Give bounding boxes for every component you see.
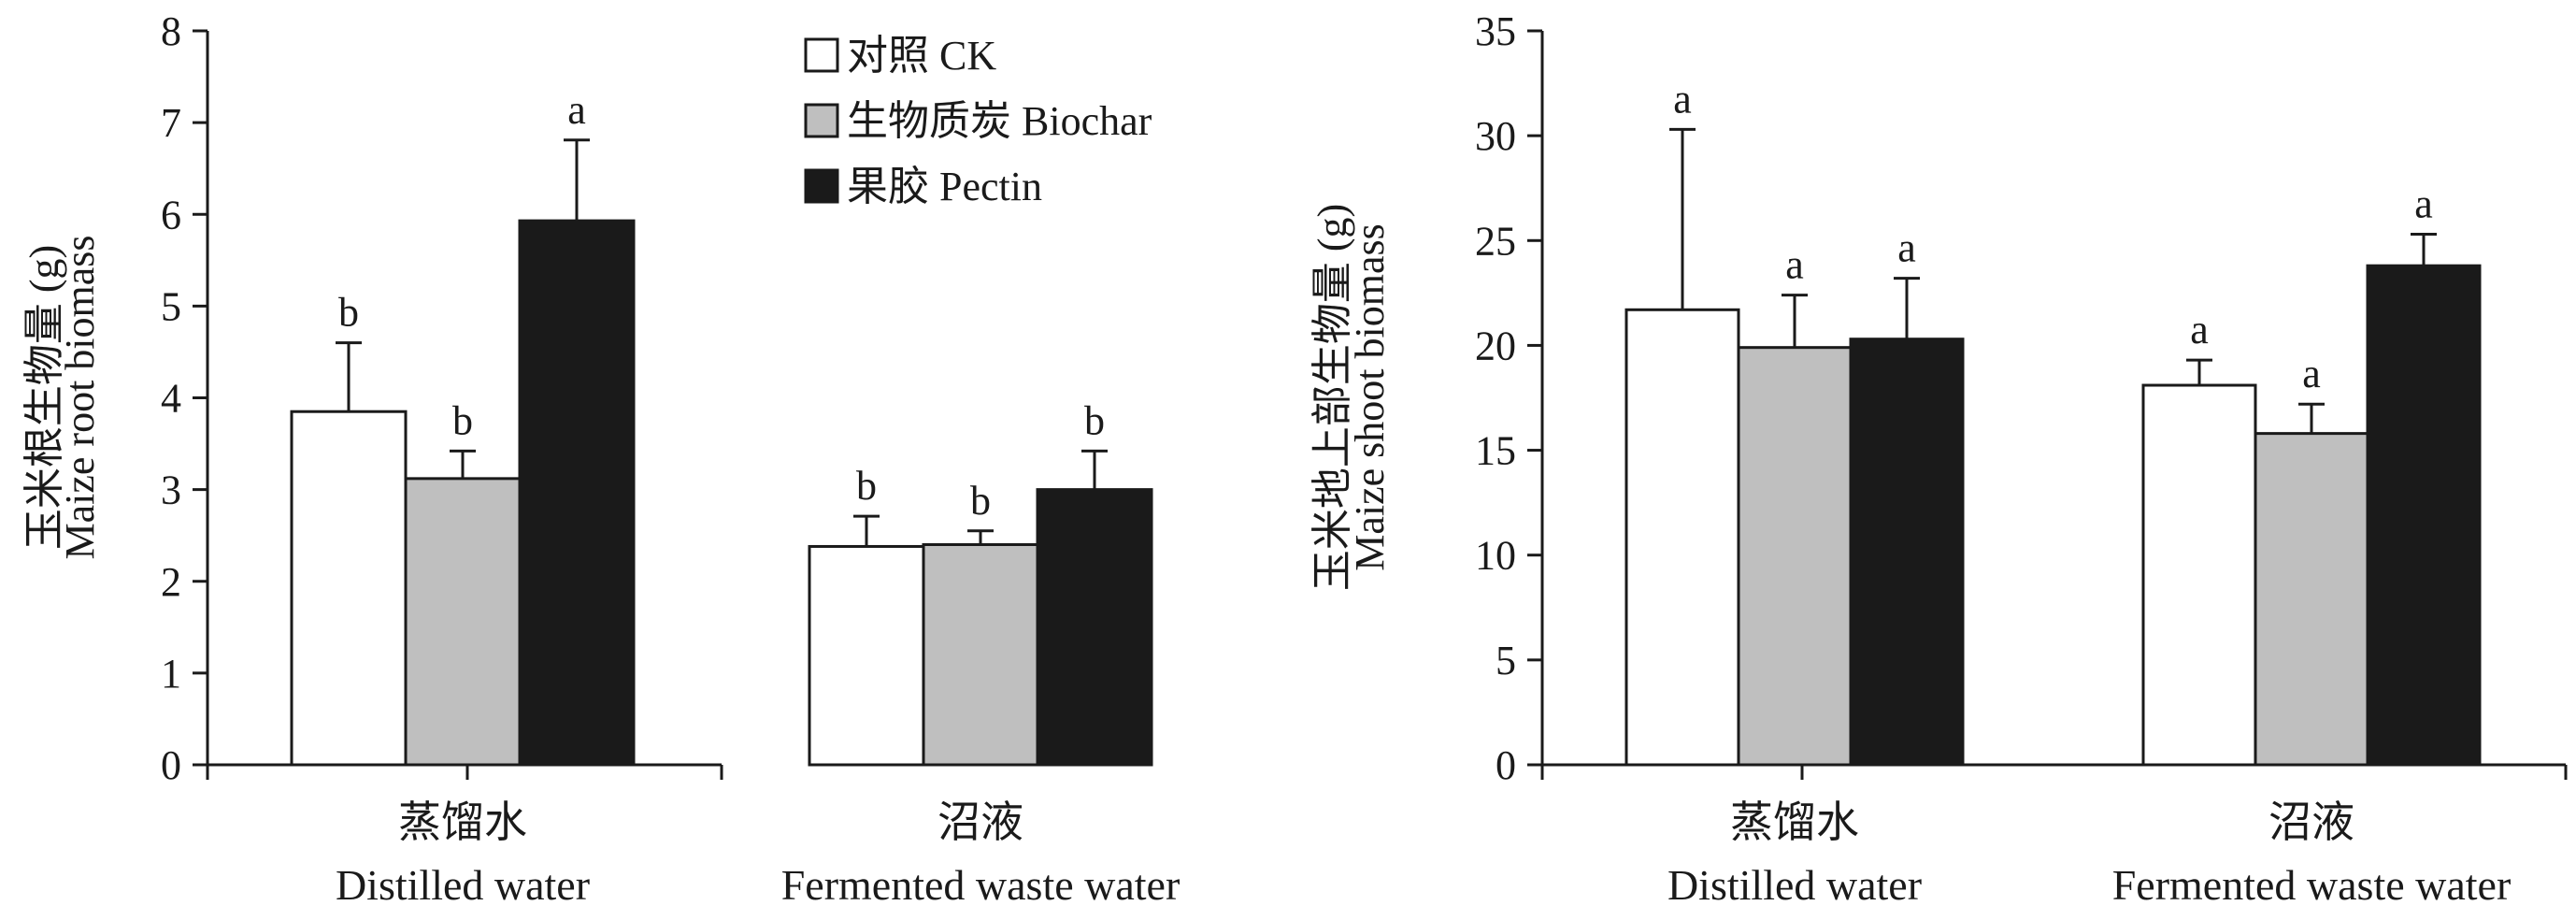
significance-letter: b — [1084, 397, 1105, 443]
y-tick-label: 10 — [1475, 533, 1516, 579]
significance-letter: a — [1785, 242, 1804, 288]
x-category-label-cn: 沼液 — [2268, 798, 2354, 846]
bar-ck — [2141, 383, 2257, 767]
x-category-label-cn: 蒸馏水 — [1730, 798, 1859, 846]
y-axis-title-cn: 玉米根生物量 (g) — [21, 245, 67, 550]
bar-biochar — [2254, 432, 2369, 767]
y-tick-label: 0 — [161, 742, 181, 788]
legend-swatch-biochar — [804, 103, 839, 138]
y-tick-label: 6 — [161, 192, 181, 237]
significance-letter: a — [2190, 307, 2209, 352]
bar-ck — [290, 410, 408, 767]
x-category-label-cn: 蒸馏水 — [398, 798, 527, 846]
significance-letter: a — [567, 87, 586, 133]
y-axis-title-cn: 玉米地上部生物量 (g) — [1309, 204, 1355, 591]
y-tick-label: 25 — [1475, 218, 1516, 264]
legend-swatch-pectin — [804, 168, 839, 204]
significance-letter: a — [2414, 181, 2433, 227]
bar-pectin — [1849, 338, 1965, 767]
y-tick-label: 30 — [1475, 113, 1516, 159]
legend-label: 对照 CK — [847, 33, 996, 79]
x-category-label-en: Fermented waste water — [781, 861, 1181, 909]
significance-letter: a — [1673, 76, 1692, 122]
root-biomass-panel: 0 1 2 3 4 5 6 7 8 b b a 蒸馏水 Distilled water b b b 沼液 Ferme… — [21, 8, 1180, 909]
significance-letter: b — [856, 463, 877, 509]
y-axis-title-en: Maize root biomass — [57, 235, 103, 559]
y-tick-label: 2 — [161, 559, 181, 605]
bar-pectin — [2366, 264, 2482, 767]
significance-letter: b — [452, 397, 473, 443]
bar-biochar — [404, 477, 522, 767]
bar-biochar — [1737, 346, 1853, 767]
bar-biochar — [922, 543, 1039, 767]
bar-ck — [808, 544, 925, 767]
y-tick-label: 1 — [161, 651, 181, 697]
x-category-label-en: Distilled water — [1667, 861, 1922, 909]
y-tick-label: 5 — [161, 283, 181, 329]
bar-pectin — [1036, 488, 1153, 767]
legend-label: 生物质炭 Biochar — [847, 98, 1152, 144]
x-category-label-en: Distilled water — [336, 861, 590, 909]
legend: 对照 CK 生物质炭 Biochar 果胶 Pectin — [804, 33, 1152, 209]
legend-label: 果胶 Pectin — [847, 164, 1042, 209]
y-tick-label: 20 — [1475, 323, 1516, 368]
y-tick-label: 4 — [161, 376, 181, 422]
significance-letter: a — [2302, 351, 2321, 396]
y-tick-label: 7 — [161, 100, 181, 146]
y-tick-label: 3 — [161, 467, 181, 513]
y-tick-label: 5 — [1496, 638, 1516, 683]
y-tick-label: 8 — [161, 8, 181, 54]
significance-letter: b — [970, 478, 991, 524]
significance-letter: b — [338, 290, 359, 336]
bar-ck — [1624, 308, 1740, 767]
shoot-biomass-panel: 0 5 10 15 20 25 30 35 a a a 蒸馏水 Distilled water a a a 沼液… — [1309, 8, 2568, 909]
legend-swatch-ck — [804, 37, 839, 73]
y-axis-title-en: Maize shoot biomass — [1347, 223, 1393, 571]
y-tick-label: 35 — [1475, 8, 1516, 54]
y-tick-label: 0 — [1496, 742, 1516, 788]
y-tick-label: 15 — [1475, 428, 1516, 474]
bar-pectin — [518, 219, 636, 767]
x-category-label-cn: 沼液 — [937, 798, 1023, 846]
x-category-label-en: Fermented waste water — [2112, 861, 2512, 909]
significance-letter: a — [1897, 225, 1916, 271]
